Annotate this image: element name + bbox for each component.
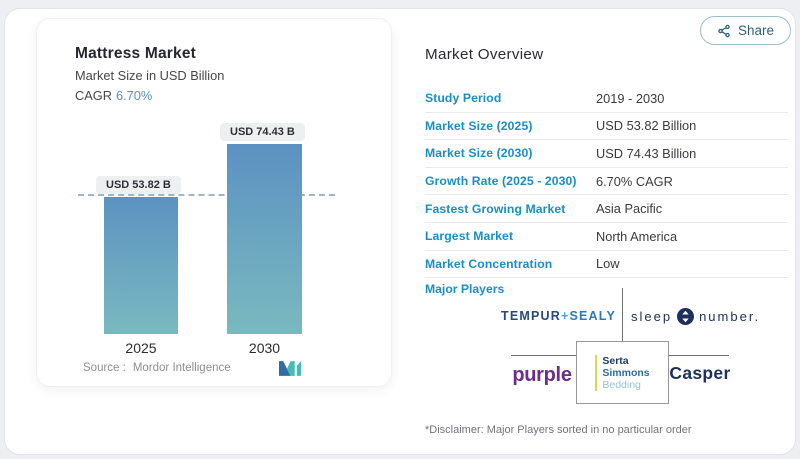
row-label: Market Concentration [425, 256, 553, 271]
share-label: Share [738, 23, 775, 38]
bar-value-label-2025: USD 53.82 B [96, 176, 181, 194]
tempur-plus: + [560, 309, 570, 323]
source-row: Source : Mordor Intelligence [83, 362, 231, 374]
cagr-label: CAGR [75, 88, 112, 103]
row-value: 2019 - 2030 [596, 90, 665, 106]
x-axis-label-2025: 2025 [125, 340, 157, 356]
tempur-text: TEMPUR [500, 309, 561, 323]
serta-yellow-bar [595, 354, 598, 391]
sleep-number-icon [677, 308, 695, 325]
row-label: Largest Market [425, 229, 514, 244]
table-row-growth-rate: Growth Rate (2025 - 2030) 6.70% CAGR [425, 168, 788, 196]
row-label: Fastest Growing Market [425, 201, 566, 216]
table-row-study-period: Study Period 2019 - 2030 [425, 85, 788, 113]
major-players-label: Major Players [425, 282, 505, 296]
row-value: USD 74.43 Billion [596, 145, 697, 161]
source-label: Source : [83, 362, 126, 374]
chart-cagr-line: CAGR 6.70% [75, 88, 152, 103]
serta-text: Serta [602, 354, 629, 367]
row-value: Low [596, 256, 620, 272]
number-text: number. [699, 309, 761, 324]
sleep-number-logo: sleep number. [631, 308, 760, 325]
row-label: Study Period [425, 91, 502, 106]
overview-table: Study Period 2019 - 2030 Market Size (20… [425, 85, 788, 279]
table-row-market-concentration: Market Concentration Low [425, 251, 788, 279]
bar-2025 [104, 197, 178, 334]
row-label: Market Size (2025) [425, 118, 533, 133]
row-value: USD 53.82 Billion [596, 118, 697, 134]
sleep-text: sleep [631, 309, 673, 324]
players-tree-vertical-line [622, 288, 623, 341]
cagr-value: 6.70% [115, 88, 153, 103]
chart-card [36, 18, 392, 387]
players-tree-right-line [667, 355, 729, 356]
disclaimer-text: *Disclaimer: Major Players sorted in no … [425, 424, 692, 436]
tempur-sealy-logo: TEMPUR+SEALY [478, 309, 616, 323]
table-row-largest-market: Largest Market North America [425, 223, 788, 251]
row-label: Market Size (2030) [425, 146, 533, 161]
simmons-text: Simmons [602, 366, 650, 379]
row-value: Asia Pacific [596, 201, 663, 217]
reference-dashed-line [78, 194, 335, 196]
row-value: 6.70% CAGR [596, 173, 673, 189]
purple-logo: purple [512, 364, 572, 386]
chart-title: Mattress Market [75, 45, 197, 62]
x-axis-label-2030: 2030 [248, 340, 281, 356]
chart-subtitle: Market Size in USD Billion [75, 68, 225, 83]
bar-2030 [227, 144, 302, 334]
share-icon [717, 24, 731, 38]
source-value: Mordor Intelligence [132, 362, 231, 374]
row-label: Growth Rate (2025 - 2030) [425, 174, 577, 189]
table-row-market-size-2030: Market Size (2030) USD 74.43 Billion [425, 140, 788, 168]
share-button[interactable]: Share [700, 16, 792, 45]
players-tree-left-line [511, 355, 576, 356]
bedding-text: Bedding [602, 378, 641, 391]
serta-simmons-logo: Serta Simmons Bedding [576, 341, 669, 404]
mordor-intelligence-logo-icon [279, 361, 301, 381]
overview-title: Market Overview [425, 46, 544, 63]
casper-logo: Casper [669, 363, 731, 383]
sealy-text: SEALY [569, 309, 616, 323]
table-row-fastest-growing: Fastest Growing Market Asia Pacific [425, 195, 788, 223]
row-value: North America [596, 228, 678, 244]
table-row-market-size-2025: Market Size (2025) USD 53.82 Billion [425, 113, 788, 141]
bar-value-label-2030: USD 74.43 B [220, 123, 305, 141]
